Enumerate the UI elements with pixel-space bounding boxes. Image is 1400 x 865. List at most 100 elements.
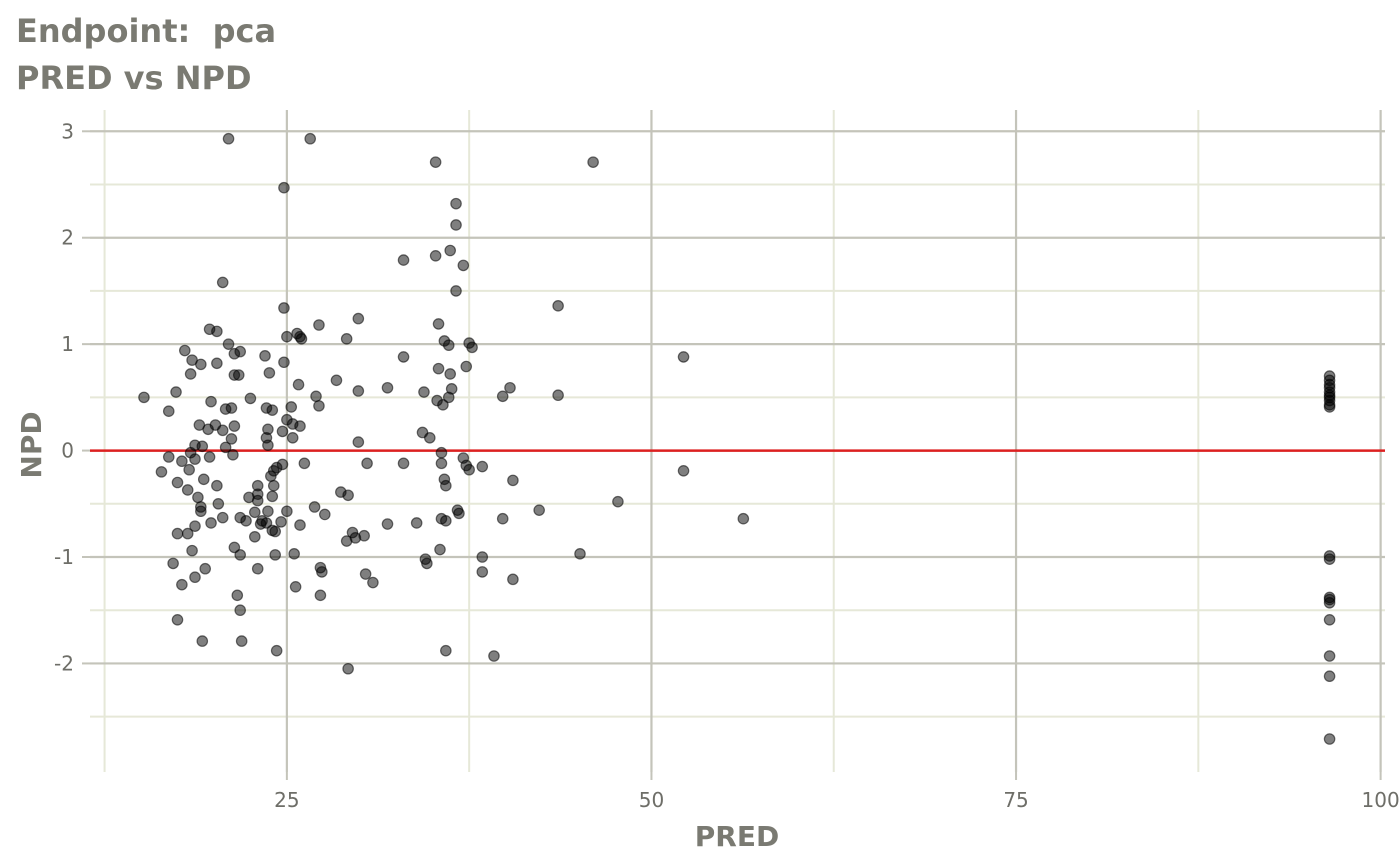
data-point	[278, 302, 290, 314]
data-point	[228, 420, 241, 432]
data-point	[457, 259, 470, 272]
data-point	[288, 548, 300, 560]
data-point	[235, 635, 248, 647]
data-point	[234, 549, 247, 561]
data-point	[435, 446, 448, 459]
data-point	[432, 318, 445, 330]
data-point	[294, 519, 306, 531]
data-point	[162, 451, 175, 463]
data-point	[155, 466, 168, 478]
data-point	[352, 312, 365, 325]
data-point	[262, 505, 274, 518]
data-point	[1323, 401, 1336, 413]
data-point	[504, 381, 516, 394]
data-point	[361, 457, 373, 470]
data-point	[397, 457, 410, 470]
data-point	[171, 476, 184, 489]
data-point	[195, 358, 207, 371]
data-points	[138, 132, 1336, 745]
data-point	[677, 465, 690, 477]
data-point	[445, 383, 458, 395]
data-point	[275, 516, 287, 528]
data-point	[195, 501, 207, 513]
data-point	[418, 386, 430, 398]
y-tick-label: -1	[54, 545, 74, 569]
data-point	[437, 399, 449, 411]
data-point	[167, 557, 179, 570]
y-tick-label: 2	[61, 226, 74, 250]
data-point	[342, 489, 354, 502]
data-point	[178, 344, 191, 357]
data-point	[212, 497, 225, 510]
data-point	[244, 392, 257, 405]
data-point	[340, 333, 353, 345]
data-point	[435, 457, 448, 470]
data-point	[381, 518, 394, 530]
data-point	[587, 156, 599, 168]
x-tick-label: 25	[274, 788, 299, 812]
major-gridlines	[90, 110, 1385, 772]
data-point	[434, 543, 446, 556]
data-point	[1323, 650, 1336, 662]
data-point	[266, 490, 279, 503]
data-point	[410, 517, 423, 529]
data-point	[429, 156, 442, 168]
data-point	[162, 405, 175, 417]
x-tick-label: 75	[1003, 788, 1028, 812]
data-point	[270, 644, 283, 657]
data-point	[278, 356, 290, 369]
data-point	[138, 391, 150, 404]
data-point	[260, 517, 273, 529]
data-point	[189, 520, 201, 532]
data-point	[330, 374, 343, 387]
data-point	[181, 527, 194, 540]
data-point	[352, 385, 365, 397]
data-point	[450, 285, 462, 297]
data-point	[228, 541, 241, 554]
data-point	[1323, 596, 1336, 609]
data-point	[227, 449, 239, 461]
data-point	[1323, 670, 1336, 683]
data-point	[248, 530, 261, 543]
data-point	[197, 473, 210, 486]
data-point	[308, 501, 321, 513]
data-point	[496, 512, 509, 525]
y-tick-label: 0	[61, 439, 74, 463]
data-point	[203, 451, 216, 463]
data-point	[285, 401, 298, 413]
data-point	[248, 506, 261, 519]
data-point	[298, 457, 311, 470]
data-point	[205, 395, 217, 408]
data-point	[176, 455, 188, 468]
data-point	[269, 549, 282, 561]
data-point	[533, 504, 545, 516]
data-point	[294, 420, 306, 432]
data-point	[281, 505, 293, 518]
data-point	[184, 368, 197, 380]
data-point	[737, 512, 750, 525]
data-point	[276, 425, 289, 438]
data-point	[476, 566, 489, 578]
data-point	[211, 479, 223, 492]
data-point	[286, 432, 299, 444]
data-point	[251, 562, 264, 575]
data-point	[496, 390, 509, 403]
data-point	[196, 635, 209, 647]
data-point	[432, 362, 445, 375]
data-point	[181, 484, 194, 496]
chart-subtitle: PRED vs NPD	[16, 59, 252, 97]
data-point	[251, 494, 264, 507]
data-point	[429, 250, 442, 262]
data-point	[171, 527, 184, 540]
data-point	[269, 525, 282, 538]
data-point	[278, 181, 290, 194]
y-tick-label: 3	[61, 119, 74, 143]
data-point	[1323, 553, 1336, 565]
data-point	[240, 515, 252, 527]
data-point	[216, 424, 229, 437]
data-point	[232, 369, 245, 381]
data-point	[313, 319, 325, 331]
data-point	[171, 614, 184, 626]
data-point	[574, 548, 586, 560]
data-point	[225, 433, 238, 445]
